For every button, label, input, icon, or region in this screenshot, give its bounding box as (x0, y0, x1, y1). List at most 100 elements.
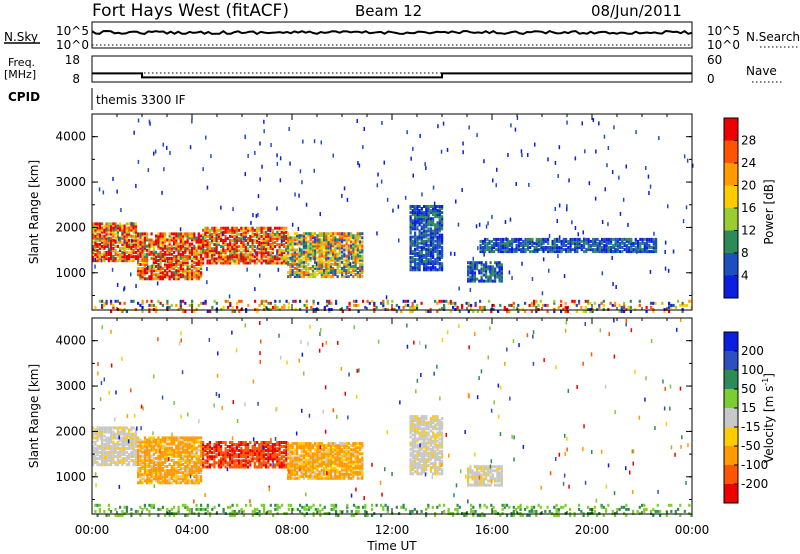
echo-cell (166, 275, 169, 279)
echo-cell (345, 248, 348, 252)
echo-cell (283, 245, 286, 249)
echo-cell (101, 222, 104, 226)
echo-cell (409, 249, 412, 253)
echo-cell (242, 228, 245, 232)
echo-cell (143, 256, 146, 260)
echo-cell (355, 299, 358, 303)
echo-cell (157, 242, 160, 246)
echo-cell (484, 250, 487, 254)
echo-cell (195, 238, 198, 242)
echo-cell (305, 442, 308, 446)
echo-cell (217, 251, 220, 255)
echo-cell (262, 253, 265, 257)
echo-cell (427, 233, 430, 237)
echo-cell (280, 251, 283, 255)
echo-cell (197, 475, 200, 479)
echo-cell (177, 254, 180, 258)
echo-cell (137, 481, 140, 485)
echo-cell (229, 253, 232, 257)
echo-cell (146, 481, 149, 485)
echo-cell (438, 239, 441, 243)
echo-cell (164, 252, 167, 256)
echo-cell (200, 463, 203, 466)
echo-cell (354, 234, 357, 238)
echo-cell (522, 246, 525, 249)
echo-cell (175, 269, 178, 273)
echo-cell (274, 443, 277, 446)
echo-cell (287, 468, 290, 472)
echo-cell (94, 226, 97, 230)
echo-cell (139, 481, 142, 485)
echo-cell (404, 303, 407, 307)
echo-cell (107, 438, 110, 442)
echo-cell (191, 259, 194, 262)
echo-cell (226, 245, 229, 249)
echo-cell (289, 448, 292, 452)
echo-cell (96, 453, 99, 456)
echo-cell (334, 268, 337, 272)
echo-cell (533, 303, 536, 307)
echo-cell (600, 301, 603, 305)
colorbar-tick-label: 4 (741, 269, 749, 283)
echo-cell (191, 460, 194, 464)
echo-cell (92, 236, 95, 240)
echo-cell (125, 432, 128, 436)
echo-cell (251, 230, 254, 234)
echo-cell (125, 459, 128, 463)
echo-cell (179, 248, 182, 252)
echo-cell (258, 226, 261, 230)
echo-cell (251, 459, 254, 463)
echo-cell (184, 465, 187, 468)
echo-cell (327, 273, 330, 276)
echo-cell (314, 260, 317, 264)
echo-cell (141, 248, 144, 252)
echo-cell (343, 268, 346, 272)
echo-cell (94, 238, 97, 242)
echo-cell (305, 232, 308, 236)
echo-cell (251, 234, 254, 238)
echo-cell (407, 303, 410, 307)
echo-cell (195, 467, 198, 470)
echo-cell (415, 220, 417, 225)
echo-cell (235, 455, 238, 459)
echo-cell (251, 239, 254, 242)
echo-cell (341, 310, 344, 313)
echo-cell (125, 426, 128, 430)
echo-cell (101, 255, 104, 259)
echo-cell (404, 299, 407, 303)
echo-cell (296, 242, 299, 246)
echo-cell (111, 267, 114, 272)
echo-cell (265, 443, 268, 446)
echo-cell (278, 228, 281, 232)
echo-cell (231, 257, 234, 261)
echo-cell (300, 466, 303, 470)
echo-cell (110, 232, 113, 236)
echo-cell (419, 133, 421, 138)
echo-cell (489, 277, 492, 281)
echo-cell (291, 460, 294, 464)
echo-cell (283, 243, 286, 247)
echo-cell (425, 219, 428, 223)
echo-cell (123, 432, 126, 436)
echo-cell (231, 449, 234, 453)
echo-cell (159, 267, 162, 271)
echo-cell (315, 262, 318, 267)
echo-cell (150, 299, 153, 303)
echo-cell (146, 277, 149, 281)
echo-cell (236, 301, 239, 305)
cpid-program: themis 3300 IF (96, 93, 186, 107)
echo-cell (110, 428, 113, 432)
echo-cell (92, 436, 95, 440)
echo-cell (668, 310, 671, 313)
echo-cell (305, 268, 308, 272)
echo-cell (438, 262, 441, 266)
echo-cell (302, 139, 304, 144)
echo-cell (202, 443, 205, 446)
echo-cell (200, 475, 203, 479)
echo-cell (188, 463, 191, 466)
echo-cell (170, 467, 173, 470)
echo-cell (121, 432, 124, 436)
echo-cell (211, 451, 214, 455)
echo-cell (512, 301, 515, 305)
echo-cell (150, 473, 153, 477)
